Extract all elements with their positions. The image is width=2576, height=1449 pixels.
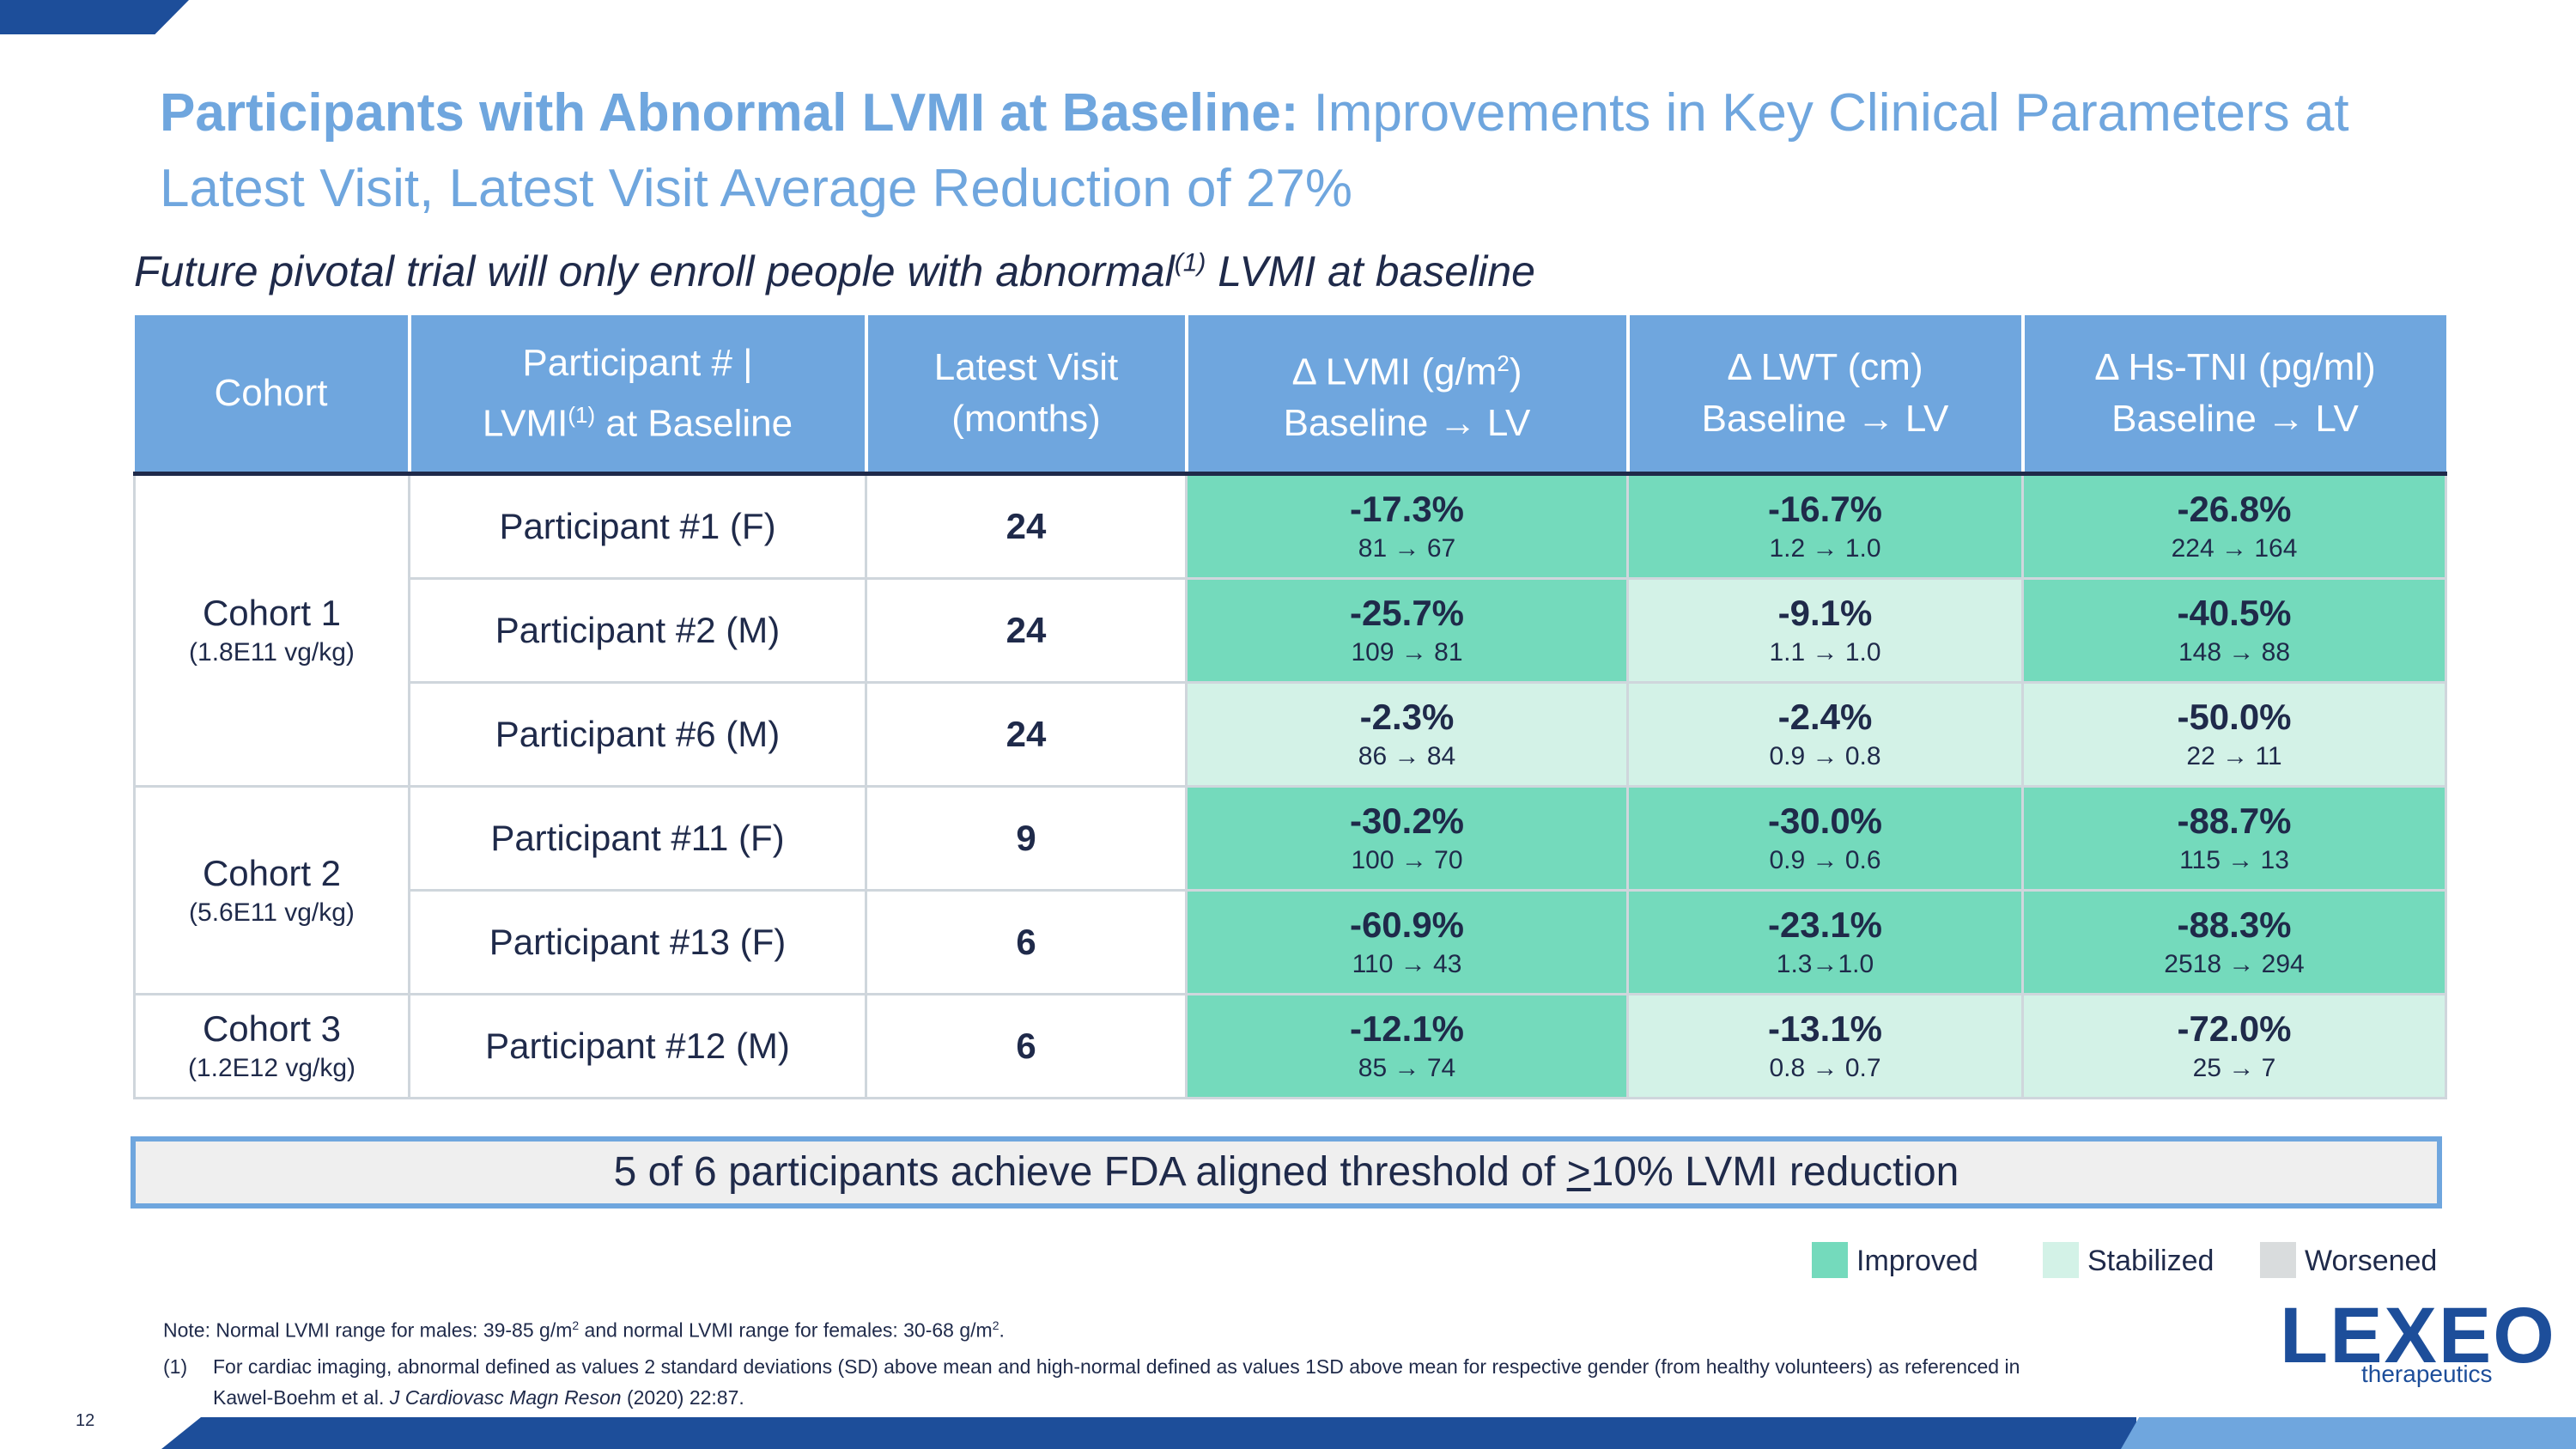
table-header-row: Cohort Participant # | LVMI(1) at Baseli… — [134, 315, 2446, 474]
legend-label-stabilized: Stabilized — [2087, 1245, 2215, 1277]
lvmi-cell: -60.9% 110 → 43 — [1185, 889, 1629, 995]
bottom-accent-stripe-dark — [161, 1417, 2136, 1449]
subtitle-text-end: LVMI at baseline — [1206, 247, 1535, 295]
visit-cell: 6 — [865, 993, 1188, 1099]
key-finding-callout: 5 of 6 participants achieve FDA aligned … — [131, 1136, 2442, 1209]
header-delta-lvmi: Δ LVMI (g/m2) Baseline → LV — [1184, 315, 1628, 474]
hs-tni-cell: -26.8% 224 → 164 — [2021, 472, 2447, 580]
legend-swatch-improved — [1812, 1242, 1848, 1278]
header-delta-hs-tni: Δ Hs-TNI (pg/ml) Baseline → LV — [2020, 315, 2446, 474]
subtitle-text: Future pivotal trial will only enroll pe… — [134, 247, 1175, 295]
lwt-cell: -13.1% 0.8 → 0.7 — [1626, 993, 2024, 1099]
slide-subtitle: Future pivotal trial will only enroll pe… — [134, 247, 1535, 296]
cohort-cell: Cohort 3 (1.2E12 vg/kg) — [133, 993, 410, 1099]
participant-cell: Participant #1 (F) — [408, 472, 867, 580]
table-row: Cohort 3 (1.2E12 vg/kg) Participant #12 (… — [133, 993, 2447, 1099]
hs-tni-cell: -88.7% 115 → 13 — [2021, 785, 2447, 892]
cohort-cell: Cohort 2 (5.6E11 vg/kg) — [133, 785, 410, 995]
legend-label-worsened: Worsened — [2305, 1245, 2438, 1277]
hs-tni-cell: -50.0% 22 → 11 — [2021, 681, 2447, 788]
header-participant: Participant # | LVMI(1) at Baseline — [407, 315, 866, 474]
logo-word: LEXEO — [2280, 1292, 2556, 1379]
table-row: Cohort 1 (1.8E11 vg/kg) Participant #1 (F… — [133, 472, 2447, 788]
visit-cell: 24 — [865, 472, 1188, 580]
lvmi-cell: -25.7% 109 → 81 — [1185, 577, 1629, 684]
legend-swatch-worsened — [2260, 1242, 2296, 1278]
participant-cell: Participant #2 (M) — [408, 577, 867, 684]
header-cohort: Cohort — [134, 315, 410, 474]
title-bold: Participants with Abnormal LVMI at Basel… — [160, 83, 1299, 143]
lvmi-cell: -12.1% 85 → 74 — [1185, 993, 1629, 1099]
visit-cell: 9 — [865, 785, 1188, 892]
lwt-cell: -9.1% 1.1 → 1.0 — [1626, 577, 2024, 684]
header-latest-visit: Latest Visit (months) — [864, 315, 1187, 474]
participant-cell: Participant #6 (M) — [408, 681, 867, 788]
lvmi-cell: -2.3% 86 → 84 — [1185, 681, 1629, 788]
subtitle-footnote-marker: (1) — [1174, 248, 1206, 277]
slide-title: Participants with Abnormal LVMI at Basel… — [160, 76, 2392, 227]
visit-cell: 6 — [865, 889, 1188, 995]
footnote-number: (1) — [163, 1355, 188, 1378]
table-row: Participant #2 (M) 24 -25.7% 109 → 81 -9.… — [135, 577, 2447, 684]
table-row: Participant #6 (M) 24 -2.3% 86 → 84 -2.4%… — [135, 681, 2447, 788]
table-row: Cohort 2 (5.6E11 vg/kg) Participant #11 (… — [133, 785, 2447, 995]
title-regular: Improvements in Key Clinical Parameters … — [160, 83, 2349, 218]
cohort-cell: Cohort 1 (1.8E11 vg/kg) — [133, 472, 410, 788]
participant-cell: Participant #11 (F) — [408, 785, 867, 892]
participant-cell: Participant #13 (F) — [408, 889, 867, 995]
top-accent-stripe — [0, 0, 189, 34]
hs-tni-cell: -40.5% 148 → 88 — [2021, 577, 2447, 684]
lvmi-cell: -17.3% 81 → 67 — [1185, 472, 1629, 580]
lwt-cell: -16.7% 1.2 → 1.0 — [1626, 472, 2024, 580]
lwt-cell: -30.0% 0.9 → 0.6 — [1626, 785, 2024, 892]
lvmi-cell: -30.2% 100 → 70 — [1185, 785, 1629, 892]
participant-cell: Participant #12 (M) — [408, 993, 867, 1099]
header-delta-lwt: Δ LWT (cm) Baseline → LV — [1625, 315, 2023, 474]
hs-tni-cell: -88.3% 2518 → 294 — [2021, 889, 2447, 995]
page-number: 12 — [76, 1411, 95, 1430]
bottom-accent-stripe-light — [2121, 1417, 2576, 1449]
hs-tni-cell: -72.0% 25 → 7 — [2021, 993, 2447, 1099]
legend-label-improved: Improved — [1856, 1245, 1978, 1277]
table-row: Participant #13 (F) 6 -60.9% 110 → 43 -23… — [135, 889, 2447, 995]
visit-cell: 24 — [865, 681, 1188, 788]
footnote-note: Note: Normal LVMI range for males: 39-85… — [163, 1318, 1005, 1342]
visit-cell: 24 — [865, 577, 1188, 684]
lwt-cell: -23.1% 1.3→1.0 — [1626, 889, 2024, 995]
results-table: Cohort Participant # | LVMI(1) at Baseli… — [133, 315, 2447, 1099]
footnote-text: For cardiac imaging, abnormal defined as… — [213, 1355, 2020, 1409]
lexeo-logo: LEXEO therapeutics — [2280, 1293, 2555, 1387]
legend-swatch-stabilized — [2043, 1242, 2079, 1278]
lwt-cell: -2.4% 0.9 → 0.8 — [1626, 681, 2024, 788]
logo-subtext: therapeutics — [2361, 1361, 2493, 1387]
